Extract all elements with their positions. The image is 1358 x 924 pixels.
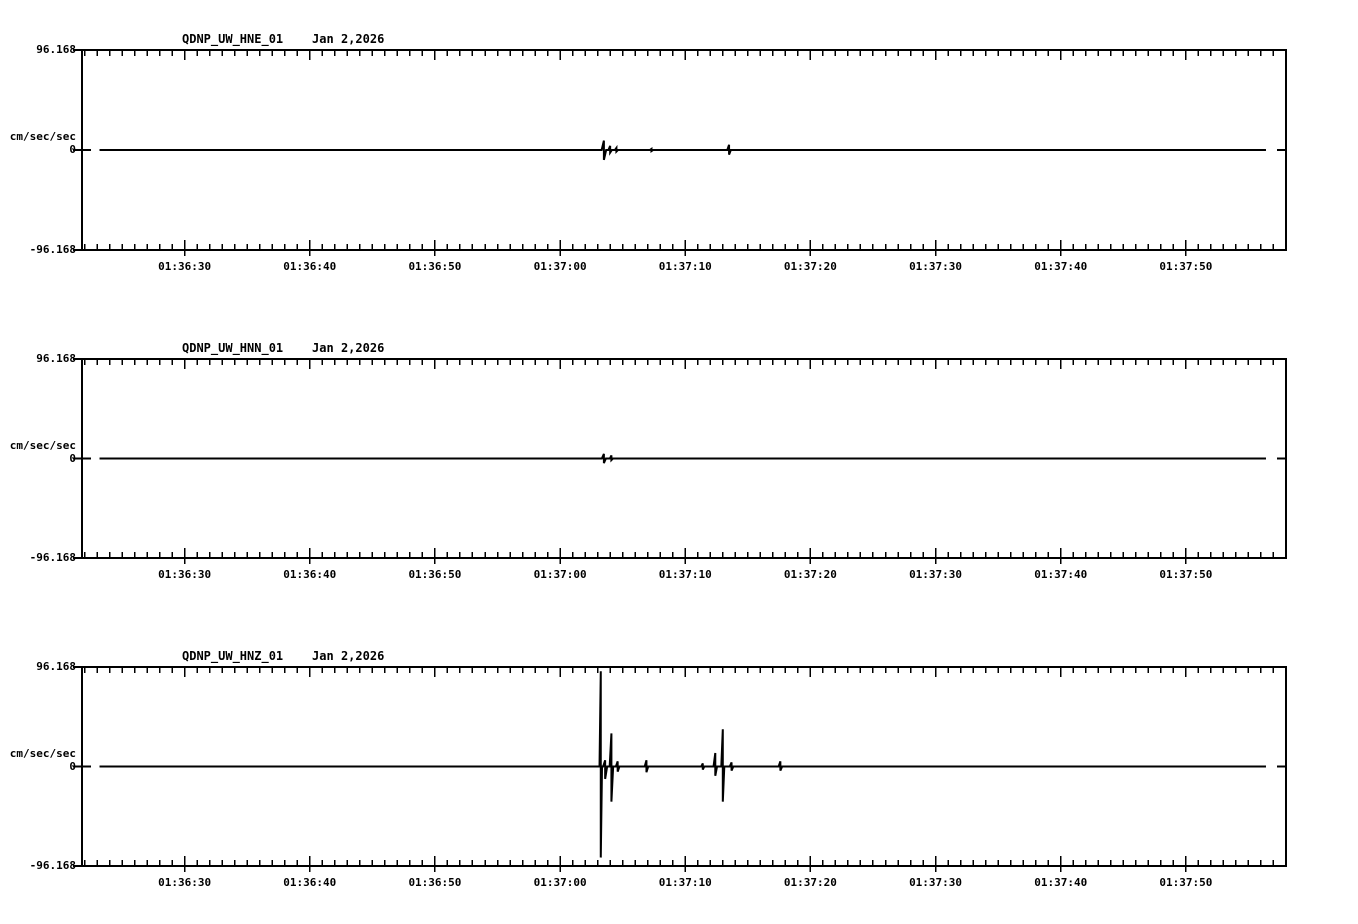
x-tick-label: 01:37:30 — [909, 260, 963, 273]
y-tick-label: -96.168 — [29, 243, 76, 256]
y-tick-label: 0 — [69, 451, 76, 465]
y-tick-label: -96.168 — [29, 859, 76, 872]
waveform-trace — [99, 671, 1266, 858]
y-axis-units-label: cm/sec/sec — [9, 746, 76, 760]
y-tick-label: 96.168 — [36, 352, 76, 365]
axis-ticks — [73, 358, 1287, 564]
x-tick-label: 01:37:20 — [783, 876, 837, 889]
x-tick-label: 01:36:50 — [408, 260, 462, 273]
x-tick-label: 01:37:30 — [909, 568, 963, 581]
x-tick-label: 01:37:00 — [533, 260, 587, 273]
x-tick-label: 01:36:40 — [283, 876, 337, 889]
panel-title: QDNP_UW_HNZ_01 Jan 2,2026 — [182, 649, 385, 663]
y-axis-units-label: cm/sec/sec — [9, 130, 76, 143]
panel-title: QDNP_UW_HNE_01 Jan 2,2026 — [182, 32, 385, 46]
x-tick-label: 01:37:40 — [1034, 568, 1088, 581]
y-tick-label: 96.168 — [36, 43, 76, 56]
y-tick-label: 0 — [69, 759, 76, 773]
x-tick-label: 01:36:40 — [283, 260, 337, 273]
seismogram-plot — [73, 358, 1287, 564]
panel-title: QDNP_UW_HNN_01 Jan 2,2026 — [182, 341, 385, 355]
x-tick-label: 01:37:10 — [658, 876, 712, 889]
seismogram-plot — [73, 666, 1287, 872]
x-tick-label: 01:37:50 — [1159, 260, 1213, 273]
x-tick-label: 01:37:00 — [533, 876, 587, 889]
x-tick-label: 01:36:30 — [158, 260, 212, 273]
x-tick-label: 01:37:10 — [658, 260, 712, 273]
x-tick-label: 01:37:40 — [1034, 876, 1088, 889]
waveform-trace — [99, 140, 1266, 161]
y-axis-units-label: cm/sec/sec — [9, 438, 76, 452]
y-tick-label: 96.168 — [36, 660, 76, 673]
x-tick-label: 01:37:50 — [1159, 876, 1213, 889]
axis-ticks — [73, 49, 1287, 256]
x-tick-label: 01:36:50 — [408, 568, 462, 581]
x-tick-label: 01:36:30 — [158, 568, 212, 581]
x-tick-label: 01:36:30 — [158, 876, 212, 889]
x-tick-label: 01:37:40 — [1034, 260, 1088, 273]
axis-ticks — [73, 666, 1287, 872]
y-tick-label: 0 — [69, 143, 76, 156]
y-tick-label: -96.168 — [29, 551, 76, 564]
x-tick-label: 01:36:40 — [283, 568, 337, 581]
x-tick-label: 01:37:50 — [1159, 568, 1213, 581]
waveform-trace — [99, 453, 1266, 464]
x-tick-label: 01:36:50 — [408, 876, 462, 889]
x-tick-label: 01:37:00 — [533, 568, 587, 581]
x-tick-label: 01:37:30 — [909, 876, 963, 889]
x-tick-label: 01:37:10 — [658, 568, 712, 581]
x-tick-label: 01:37:20 — [783, 260, 837, 273]
seismogram-plot — [73, 49, 1287, 256]
x-tick-label: 01:37:20 — [783, 568, 837, 581]
